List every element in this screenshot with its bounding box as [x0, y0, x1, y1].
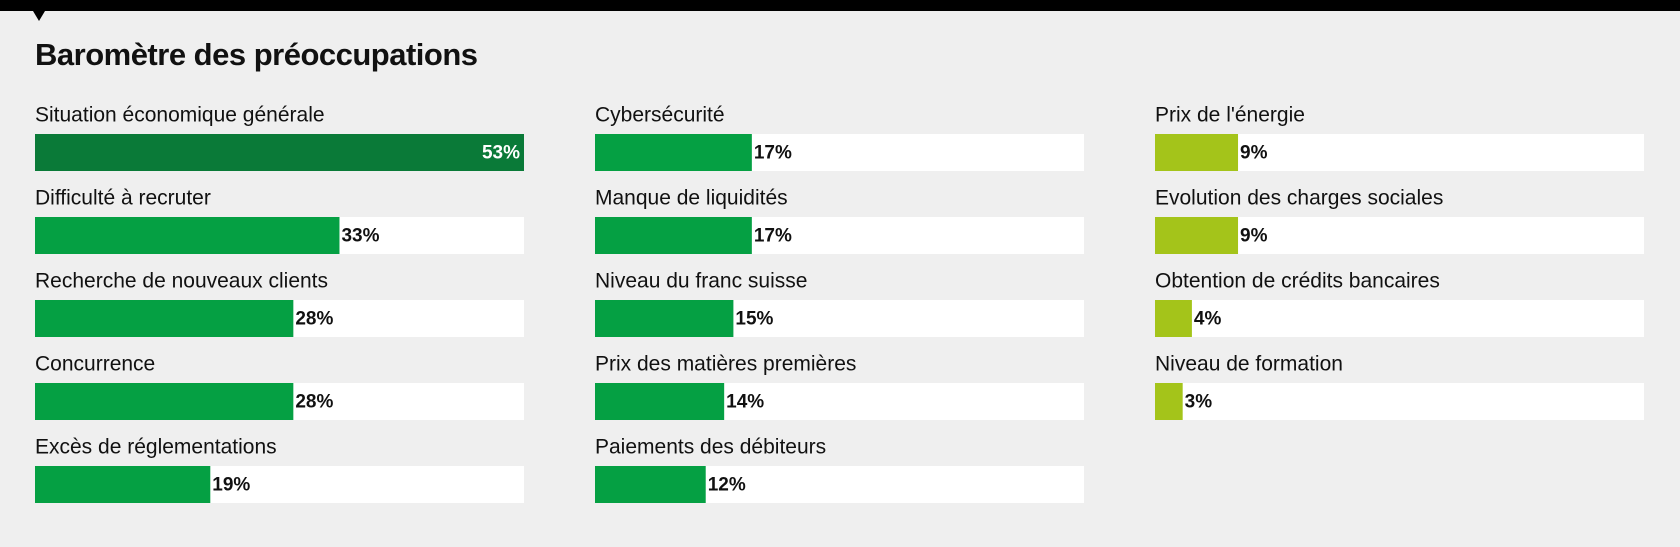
value-label: 4%: [1194, 309, 1222, 330]
value-label: 9%: [1240, 226, 1268, 247]
bar: [1155, 383, 1183, 420]
category-label: Paiements des débiteurs: [595, 436, 826, 459]
bar: [595, 466, 706, 503]
value-label: 33%: [341, 226, 379, 247]
value-label: 15%: [735, 309, 773, 330]
category-label: Manque de liquidités: [595, 187, 788, 210]
bar: [35, 300, 294, 337]
bar: [1155, 134, 1239, 171]
category-label: Cybersécurité: [595, 104, 725, 127]
category-label: Situation économique générale: [35, 104, 325, 127]
top-rule: [0, 0, 1680, 11]
value-label: 28%: [295, 309, 333, 330]
value-label: 28%: [295, 392, 333, 413]
bar: [595, 134, 752, 171]
bar: [595, 217, 752, 254]
category-label: Evolution des charges sociales: [1155, 187, 1443, 210]
value-label: 53%: [482, 143, 520, 164]
value-label: 19%: [212, 475, 250, 496]
category-label: Niveau du franc suisse: [595, 270, 807, 293]
bar: [1155, 217, 1239, 254]
category-label: Concurrence: [35, 353, 155, 376]
category-label: Prix des matières premières: [595, 353, 856, 376]
value-label: 3%: [1185, 392, 1213, 413]
category-label: Prix de l'énergie: [1155, 104, 1305, 127]
value-label: 17%: [754, 226, 792, 247]
bar-track: [1155, 383, 1644, 420]
bar: [35, 383, 294, 420]
bar: [35, 466, 211, 503]
bar: [595, 300, 734, 337]
value-label: 9%: [1240, 143, 1268, 164]
chart-title: Baromètre des préoccupations: [35, 37, 478, 72]
bar-track: [1155, 300, 1644, 337]
category-label: Niveau de formation: [1155, 353, 1343, 376]
category-label: Obtention de crédits bancaires: [1155, 270, 1440, 293]
category-label: Excès de réglementations: [35, 436, 277, 459]
bar: [35, 217, 340, 254]
bar: [35, 134, 524, 171]
value-label: 12%: [708, 475, 746, 496]
bar: [595, 383, 725, 420]
bar: [1155, 300, 1192, 337]
category-label: Difficulté à recruter: [35, 187, 211, 210]
marker: [33, 11, 45, 21]
value-label: 17%: [754, 143, 792, 164]
category-label: Recherche de nouveaux clients: [35, 270, 328, 293]
value-label: 14%: [726, 392, 764, 413]
